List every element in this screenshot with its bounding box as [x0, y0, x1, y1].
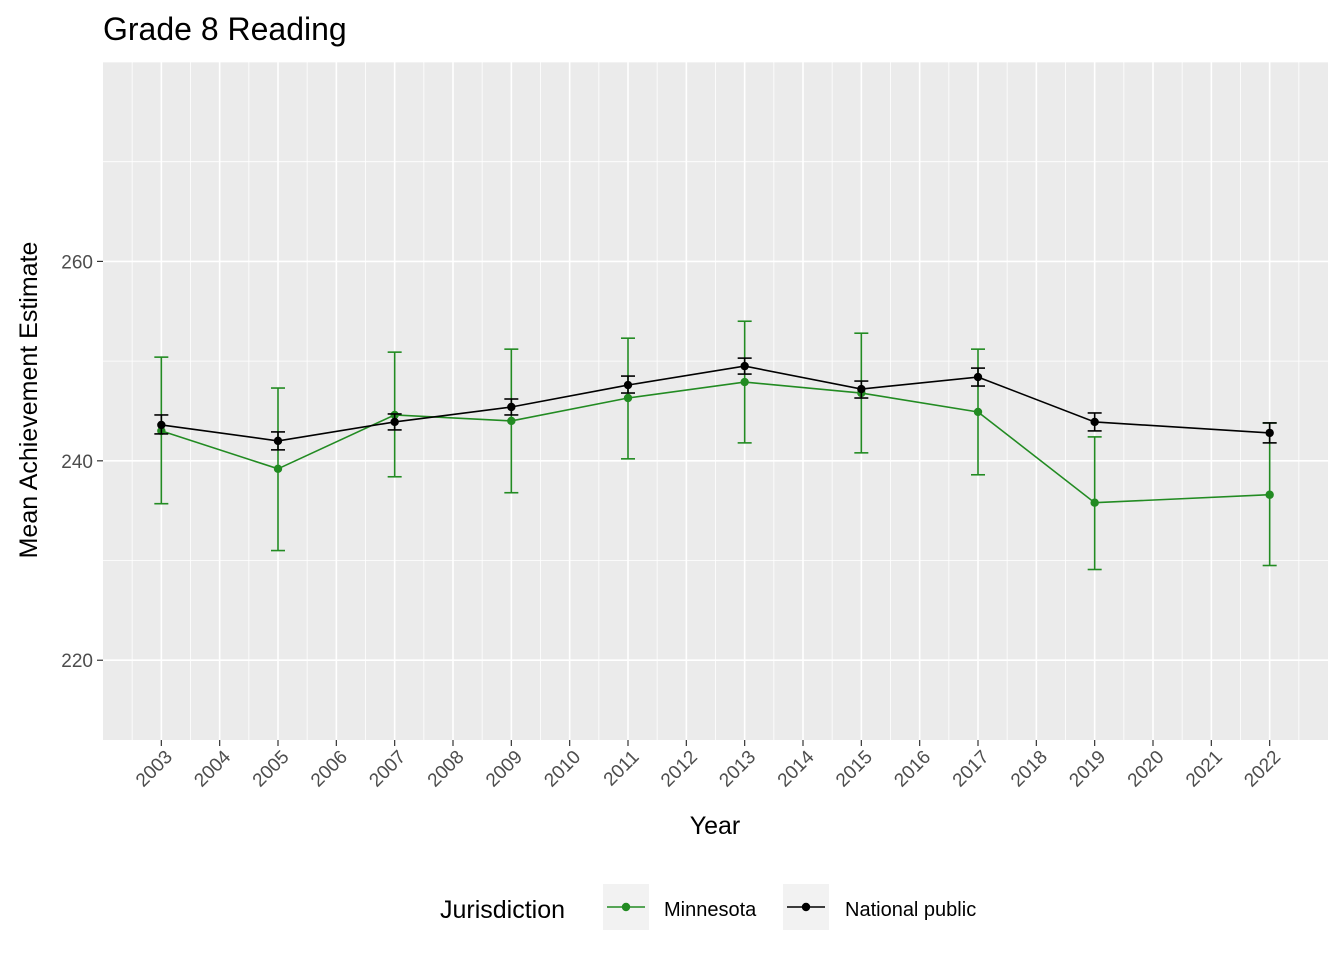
x-tick-label: 2005	[249, 747, 294, 792]
y-axis: 220 240 260	[61, 252, 103, 672]
x-tick-label: 2008	[424, 747, 469, 792]
series-line	[161, 365, 1270, 442]
x-tick-label: 2007	[365, 747, 410, 792]
grid-lines	[103, 61, 1328, 740]
x-tick-label: 2016	[890, 747, 935, 792]
data-point	[740, 377, 749, 387]
chart-title: Grade 8 Reading	[103, 11, 347, 47]
x-tick-label: 2020	[1124, 747, 1169, 792]
x-tick-label: 2010	[540, 747, 585, 792]
x-tick-label: 2018	[1007, 747, 1052, 792]
x-axis: 2003 2004 2005 2006 2007 2008 2009 2010 2011 2012…	[132, 740, 1285, 791]
x-tick-label: 2019	[1065, 747, 1110, 792]
x-tick-label: 2014	[774, 746, 819, 791]
data-point	[507, 416, 516, 426]
y-axis-title: Mean Achievement Estimate	[15, 242, 43, 559]
x-tick-label: 2011	[600, 747, 644, 791]
legend-item-national-public: National public	[783, 884, 976, 930]
x-tick-label: 2012	[657, 747, 702, 792]
legend: Jurisdiction Minnesota National public	[440, 884, 976, 930]
data-point	[390, 417, 399, 427]
series-layer	[154, 320, 1277, 571]
data-point	[273, 464, 283, 473]
x-tick-label: 2022	[1240, 747, 1285, 792]
data-point	[1090, 498, 1099, 507]
data-point	[973, 372, 983, 382]
x-tick-label: 2013	[715, 747, 760, 792]
data-point	[157, 420, 166, 430]
y-tick-label: 220	[61, 651, 93, 672]
legend-label: National public	[845, 899, 976, 921]
y-tick-label: 260	[61, 252, 93, 273]
x-tick-label: 2006	[307, 747, 352, 792]
data-point	[1265, 490, 1274, 499]
x-axis-title: Year	[690, 812, 741, 840]
data-point	[973, 407, 983, 417]
y-tick-label: 240	[61, 452, 93, 473]
data-point	[857, 384, 866, 394]
x-tick-label: 2021	[1182, 747, 1227, 792]
data-point	[1090, 417, 1099, 427]
x-tick-label: 2004	[190, 746, 235, 791]
legend-key-point	[621, 902, 631, 912]
x-tick-label: 2003	[132, 747, 177, 792]
x-tick-label: 2009	[482, 747, 527, 792]
data-point	[623, 380, 633, 390]
series-line	[161, 381, 1270, 504]
data-point	[507, 402, 516, 412]
x-tick-label: 2017	[949, 747, 994, 792]
data-point	[740, 361, 749, 371]
legend-key-point	[801, 902, 811, 912]
data-point	[273, 436, 283, 446]
legend-label: Minnesota	[664, 899, 757, 921]
data-point	[623, 393, 633, 403]
x-tick-label: 2015	[832, 747, 877, 792]
series-national-public	[154, 357, 1277, 451]
legend-item-minnesota: Minnesota	[603, 884, 757, 930]
legend-title: Jurisdiction	[440, 896, 565, 924]
data-point	[1265, 428, 1274, 438]
